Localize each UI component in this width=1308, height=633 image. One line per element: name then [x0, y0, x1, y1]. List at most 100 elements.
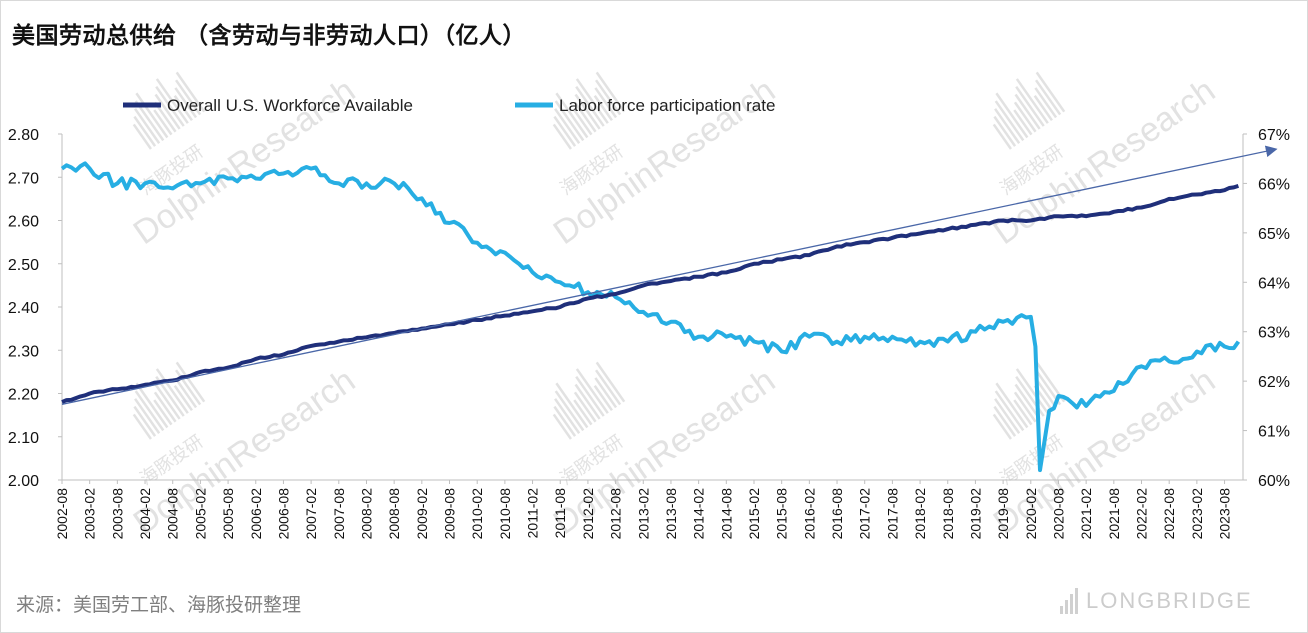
- x-tick-label: 2009-02: [414, 488, 430, 540]
- watermark-bar: [992, 413, 1012, 440]
- x-tick-label: 2023-08: [1217, 488, 1233, 540]
- watermark-bar: [574, 383, 601, 420]
- x-tick-label: 2007-02: [303, 488, 319, 540]
- x-tick-label: 2019-08: [995, 488, 1011, 540]
- watermark-bar: [155, 86, 185, 127]
- x-tick-label: 2005-02: [192, 488, 208, 540]
- x-tick-label: 2014-08: [718, 488, 734, 540]
- watermark-bar: [173, 95, 193, 122]
- x-tick-label: 2018-08: [940, 488, 956, 540]
- x-tick-label: 2017-02: [857, 488, 873, 540]
- watermark-bar: [134, 100, 165, 142]
- watermark-bar: [175, 79, 202, 116]
- brand-text: LONGBRIDGE: [1086, 588, 1253, 613]
- x-tick-label: 2003-08: [109, 488, 125, 540]
- watermark-bar: [992, 123, 1012, 150]
- x-tick-label: 2020-02: [1023, 488, 1039, 540]
- watermark-bar: [1034, 87, 1058, 119]
- x-tick-label: 2012-08: [608, 488, 624, 540]
- x-tick-label: 2020-08: [1050, 488, 1066, 540]
- watermark-bar: [553, 115, 577, 147]
- watermark-bar: [173, 385, 193, 412]
- legend-label-workforce: Overall U.S. Workforce Available: [167, 96, 413, 115]
- watermark-bar: [555, 92, 589, 139]
- watermark-bar: [993, 115, 1017, 147]
- x-tick-label: 2003-02: [82, 488, 98, 540]
- x-tick-label: 2016-02: [801, 488, 817, 540]
- x-tick-label: 2008-08: [386, 488, 402, 540]
- x-tick-label: 2014-02: [691, 488, 707, 540]
- watermark-bar: [134, 108, 161, 144]
- watermark-bar: [994, 108, 1021, 144]
- watermark-bar: [994, 100, 1025, 142]
- x-tick-label: 2010-02: [469, 488, 485, 540]
- y-left-tick-label: 2.00: [8, 473, 39, 490]
- x-tick-label: 2022-02: [1134, 488, 1150, 540]
- watermark-bar: [154, 93, 181, 130]
- watermark-bar: [1035, 361, 1066, 403]
- watermark-bar: [153, 101, 177, 133]
- x-tick-label: 2016-08: [829, 488, 845, 540]
- watermark-bar: [1035, 369, 1062, 406]
- watermark-bar: [155, 78, 189, 124]
- watermark-bar: [1015, 78, 1049, 124]
- x-tick-label: 2010-08: [497, 488, 513, 540]
- x-tick-label: 2022-08: [1161, 488, 1177, 540]
- x-tick-label: 2006-02: [248, 488, 264, 540]
- y-left-tick-label: 2.50: [8, 257, 39, 274]
- watermark-bar: [1014, 93, 1041, 130]
- watermark-bar: [574, 93, 601, 130]
- watermark-bar: [993, 405, 1017, 437]
- y-right-tick-label: 67%: [1258, 127, 1290, 144]
- watermark-bar: [1014, 383, 1041, 420]
- watermark-bar: [595, 71, 626, 113]
- watermark-bar: [132, 413, 152, 440]
- watermark-bar: [1034, 377, 1058, 409]
- y-left-tick-label: 2.10: [8, 430, 39, 447]
- x-tick-label: 2019-02: [967, 488, 983, 540]
- chart-title: 美国劳动总供给 （含劳动与非劳动人口）（亿人）: [12, 23, 527, 49]
- y-right-tick-label: 63%: [1258, 325, 1290, 342]
- x-tick-label: 2005-08: [220, 488, 236, 540]
- watermark-bar: [135, 382, 169, 429]
- x-tick-label: 2007-08: [331, 488, 347, 540]
- watermark-bar: [1015, 368, 1049, 414]
- watermark-bar: [995, 382, 1029, 429]
- y-right-tick-label: 62%: [1258, 374, 1290, 391]
- y-right-tick-label: 60%: [1258, 473, 1290, 490]
- x-tick-label: 2004-08: [165, 488, 181, 540]
- watermark-bar: [155, 376, 185, 417]
- x-tick-label: 2023-02: [1189, 488, 1205, 540]
- x-tick-label: 2015-08: [774, 488, 790, 540]
- watermark-bar: [994, 390, 1025, 432]
- x-tick-label: 2018-02: [912, 488, 928, 540]
- series-line-participation-rate: [60, 161, 1241, 473]
- x-tick-label: 2002-08: [54, 488, 70, 540]
- watermark-bar: [153, 109, 173, 136]
- x-tick-label: 2017-08: [884, 488, 900, 540]
- y-right-tick-label: 65%: [1258, 226, 1290, 243]
- watermark-bar: [595, 361, 626, 403]
- watermark-bar: [1035, 79, 1062, 116]
- watermark-bar: [575, 368, 609, 414]
- y-right-tick-label: 66%: [1258, 176, 1290, 193]
- watermark-bar: [175, 361, 206, 403]
- y-right-tick-label: 64%: [1258, 275, 1290, 292]
- watermark-bar: [573, 391, 597, 423]
- watermark-bar: [575, 78, 609, 124]
- trend-arrow: [61, 145, 1278, 405]
- y-left-tick-label: 2.40: [8, 300, 39, 317]
- x-tick-label: 2004-02: [137, 488, 153, 540]
- watermark-bar: [1035, 71, 1066, 113]
- legend-label-participation: Labor force participation rate: [559, 96, 775, 115]
- x-tick-label: 2021-02: [1078, 488, 1094, 540]
- y-left-tick-label: 2.80: [8, 127, 39, 144]
- watermark-bar: [1033, 95, 1053, 122]
- x-tick-label: 2011-08: [552, 488, 568, 539]
- x-tick-label: 2009-08: [442, 488, 458, 540]
- watermark-bar: [1015, 376, 1045, 417]
